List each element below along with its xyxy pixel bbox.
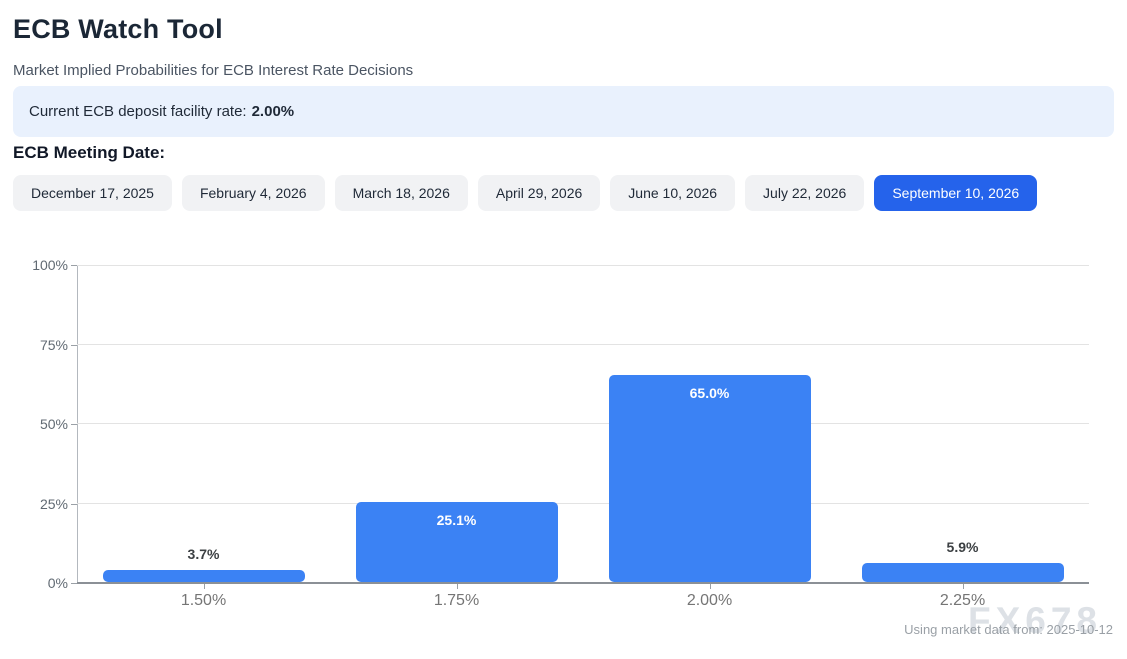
y-axis-tick	[71, 265, 77, 266]
bar-value-label: 3.7%	[187, 546, 220, 562]
meeting-date-tabs: December 17, 2025 February 4, 2026 March 1…	[13, 175, 1113, 211]
x-axis-category-label: 1.75%	[433, 592, 480, 609]
probability-bar[interactable]: 65.0%	[608, 375, 811, 582]
meeting-date-tab[interactable]: December 17, 2025	[13, 175, 172, 211]
y-axis-tick-label: 50%	[39, 416, 68, 432]
meeting-date-tab[interactable]: September 10, 2026	[874, 175, 1038, 211]
y-axis-line	[77, 265, 78, 583]
meeting-date-heading: ECB Meeting Date:	[13, 143, 166, 162]
meeting-date-tab[interactable]: February 4, 2026	[181, 175, 325, 211]
bar-value-label: 25.1%	[436, 512, 477, 528]
probability-bar[interactable]	[102, 570, 305, 582]
y-axis-tick-label: 25%	[39, 495, 68, 512]
current-rate-value: 2.00%	[251, 103, 295, 120]
probability-bar[interactable]	[861, 563, 1064, 582]
meeting-date-tab[interactable]: March 18, 2026	[334, 175, 468, 211]
y-axis-tick-label: 0%	[47, 575, 68, 591]
gridline	[77, 502, 1089, 504]
fx678-watermark: FX678	[967, 600, 1102, 641]
probability-bar[interactable]: 25.1%	[355, 502, 558, 582]
gridline	[77, 343, 1089, 345]
x-axis-tick	[709, 584, 711, 589]
y-axis-tick-label: 75%	[39, 336, 68, 353]
y-axis-tick-label: 100%	[32, 257, 68, 273]
x-axis-category-label: 2.00%	[686, 592, 733, 609]
x-axis-line	[77, 582, 1089, 584]
x-axis-category-label: 2.25%	[939, 592, 986, 609]
gridline	[77, 265, 1089, 266]
y-axis-tick	[71, 583, 77, 584]
y-axis-tick	[71, 344, 77, 346]
probability-bar-chart: 0% 25% 50% 75% 100% 3.7% 1.50% 25.1% 1.75% 65.0% 2…	[32, 257, 1089, 609]
page-subtitle: Market Implied Probabilities for ECB Int…	[13, 62, 414, 79]
x-axis-category-label: 1.50%	[180, 592, 227, 609]
bar-value-label: 5.9%	[946, 539, 979, 555]
x-axis-tick	[203, 584, 205, 589]
current-rate-banner: Current ECB deposit facility rate: 2.00%	[13, 86, 1114, 137]
x-axis-tick	[962, 584, 964, 589]
x-axis-tick	[456, 584, 458, 589]
current-rate-label: Current ECB deposit facility rate:	[29, 103, 247, 120]
y-axis-tick	[71, 424, 77, 425]
data-source-note: Using market data from: 2025-10-12	[904, 622, 1113, 637]
meeting-date-tab[interactable]: June 10, 2026	[610, 175, 736, 211]
meeting-date-tab[interactable]: April 29, 2026	[477, 175, 601, 211]
y-axis-tick	[71, 503, 77, 505]
page-title: ECB Watch Tool	[13, 14, 223, 44]
meeting-date-tab[interactable]: July 22, 2026	[745, 175, 865, 211]
bar-value-label: 65.0%	[689, 385, 730, 401]
gridline	[77, 423, 1089, 424]
